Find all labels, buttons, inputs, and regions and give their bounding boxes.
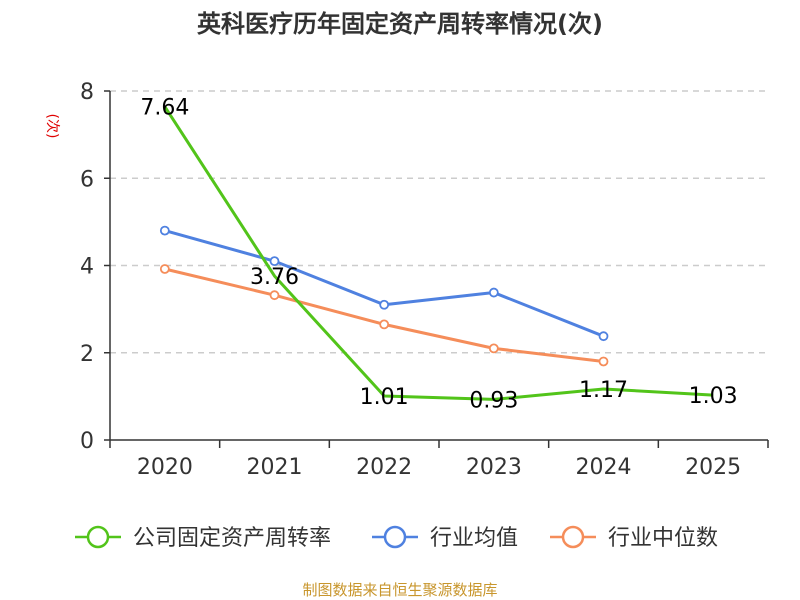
series-2-point-2021 — [269, 290, 280, 301]
data-label-2025: 1.03 — [689, 384, 738, 409]
series-2-point-2020 — [159, 264, 170, 274]
series-1-point-2024 — [598, 331, 609, 342]
series-line-0 — [163, 105, 714, 401]
y-tick-label-8: 8 — [80, 80, 94, 105]
legend-label-2: 行业中位数 — [608, 526, 718, 551]
data-label-2024: 1.17 — [579, 378, 628, 403]
y-axis-label: (次) — [44, 114, 60, 139]
grid — [110, 90, 768, 354]
series-2-point-2022 — [379, 319, 390, 330]
series-line-2 — [164, 267, 604, 363]
data-label-2021: 3.76 — [250, 265, 299, 290]
legend-marker-1 — [383, 525, 407, 549]
x-tick-label-2023: 2023 — [466, 455, 522, 480]
series-group — [159, 105, 714, 401]
legend-label-1: 行业均值 — [430, 526, 518, 551]
x-tick-label-2022: 2022 — [356, 455, 412, 480]
data-label-2022: 1.01 — [360, 385, 409, 410]
data-label-2020: 7.64 — [140, 96, 189, 121]
data-labels: 7.64 3.76 1.01 0.93 1.17 1.03 — [140, 96, 737, 414]
data-label-2023: 0.93 — [469, 388, 518, 413]
series-1-point-2023 — [488, 287, 499, 298]
x-tick-label-2021: 2021 — [247, 455, 303, 480]
legend-marker-2 — [561, 525, 585, 549]
legend-marker-0 — [86, 525, 110, 549]
x-tick-label-2024: 2024 — [576, 455, 632, 480]
y-tick-label-2: 2 — [80, 342, 94, 367]
x-tick-label-2020: 2020 — [137, 455, 193, 480]
x-tick-label-2025: 2025 — [685, 455, 741, 480]
chart-title: 英科医疗历年固定资产周转率情况(次) — [197, 10, 603, 38]
legend-label-0: 公司固定资产周转率 — [133, 526, 331, 551]
source-note: 制图数据来自恒生聚源数据库 — [302, 581, 497, 599]
series-1-point-2020 — [159, 225, 170, 236]
series-2-point-2023 — [488, 343, 499, 354]
axes: 0 2 4 6 8 2020 2021 2022 2023 2024 2025 — [80, 80, 769, 480]
series-1-point-2022 — [379, 299, 390, 310]
y-tick-label-0: 0 — [80, 429, 94, 454]
legend: 公司固定资产周转率 行业均值 行业中位数 — [75, 525, 718, 551]
y-tick-label-6: 6 — [80, 167, 94, 192]
y-tick-label-4: 4 — [80, 255, 94, 280]
series-2-point-2024 — [598, 356, 609, 367]
series-1-point-2021 — [269, 256, 280, 267]
